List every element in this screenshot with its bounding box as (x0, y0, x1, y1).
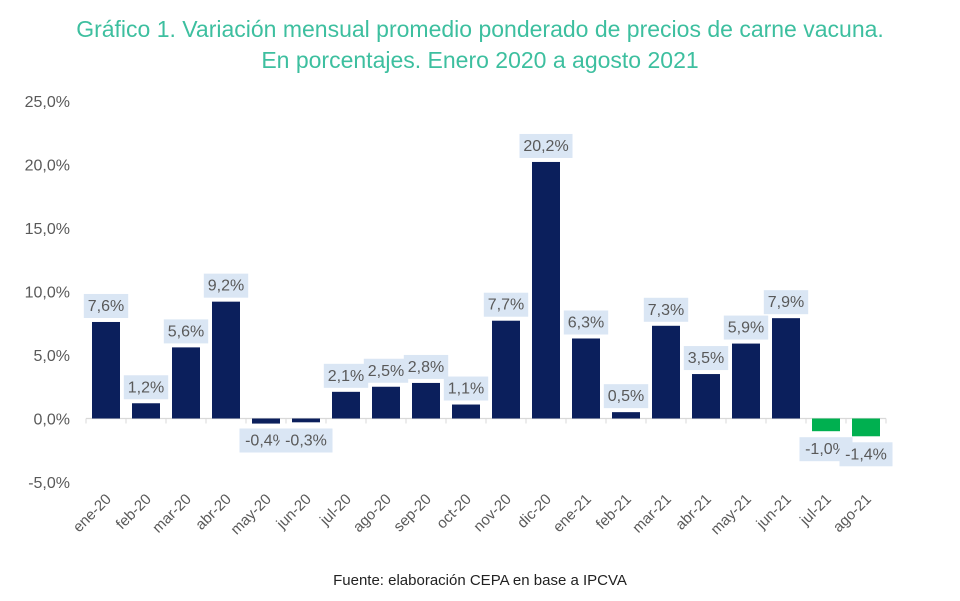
x-tick-label: may-20 (227, 491, 274, 538)
bar (772, 318, 800, 419)
data-label-box (683, 346, 729, 371)
data-label-box (839, 442, 893, 467)
data-label-box (603, 384, 649, 409)
data-label-box (83, 293, 129, 318)
bar (852, 418, 880, 437)
x-tick-label: ago-21 (830, 491, 875, 536)
x-tick-label: ene-20 (70, 491, 115, 536)
data-label: 3,5% (688, 350, 724, 367)
data-label: 7,6% (88, 298, 124, 315)
bar (572, 338, 600, 419)
y-tick-label: -5,0% (28, 475, 70, 492)
data-label: -1,0% (805, 441, 847, 458)
data-label: 0,5% (608, 388, 644, 405)
bar (92, 321, 120, 419)
data-label: 1,1% (448, 381, 484, 398)
data-label-box (123, 375, 169, 400)
y-tick-label: 20,0% (25, 158, 70, 175)
bar (252, 418, 280, 424)
data-label-box (563, 310, 609, 335)
y-tick-label: 0,0% (34, 412, 70, 429)
data-label-box (323, 363, 369, 388)
data-label-box (363, 358, 409, 383)
data-label: 7,3% (648, 302, 684, 319)
data-label: 2,5% (368, 363, 404, 380)
bar (732, 343, 760, 419)
bar (132, 403, 160, 419)
data-label-box (403, 354, 449, 379)
bar (212, 301, 240, 419)
bar (332, 391, 360, 419)
data-label: 5,6% (168, 323, 204, 340)
data-label: 6,3% (568, 314, 604, 331)
bar (612, 412, 640, 419)
x-tick-label: ene-21 (550, 491, 595, 536)
x-tick-label: dic-20 (514, 491, 555, 532)
bar (492, 320, 520, 419)
y-tick-label: 10,0% (25, 285, 70, 302)
data-label: 7,7% (488, 297, 524, 314)
bar (292, 418, 320, 423)
x-tick-label: mar-20 (149, 491, 195, 537)
x-tick-label: may-21 (707, 491, 754, 538)
x-tick-label: jun-20 (273, 491, 315, 533)
bar (412, 382, 440, 419)
data-label-box (483, 292, 529, 317)
chart-subtitle: En porcentajes. Enero 2020 a agosto 2021 (261, 47, 699, 73)
data-label-box (163, 319, 209, 344)
bar (532, 161, 560, 419)
data-label: 1,2% (128, 379, 164, 396)
data-label-box (643, 297, 689, 322)
data-label-box (279, 428, 333, 453)
y-tick-label: 5,0% (34, 348, 70, 365)
x-tick-label: feb-21 (593, 491, 635, 533)
x-tick-label: oct-20 (433, 491, 475, 533)
data-label-box (519, 133, 573, 158)
data-label: 20,2% (523, 138, 568, 155)
bar (372, 386, 400, 419)
chart-source: Fuente: elaboración CEPA en base a IPCVA (333, 572, 627, 589)
data-label: 2,8% (408, 359, 444, 376)
data-label: 2,1% (328, 368, 364, 385)
chart-title: Gráfico 1. Variación mensual promedio po… (76, 16, 884, 42)
bar (812, 418, 840, 432)
bar (172, 347, 200, 419)
data-label: -0,4% (245, 433, 287, 450)
x-tick-label: mar-21 (629, 491, 675, 537)
x-tick-label: feb-20 (113, 491, 155, 533)
x-tick-label: sep-20 (390, 491, 434, 535)
bar (692, 374, 720, 419)
bar (452, 404, 480, 419)
x-tick-label: jun-21 (753, 491, 795, 533)
x-tick-label: nov-20 (470, 491, 514, 535)
bar (652, 325, 680, 419)
data-label-box (203, 273, 249, 298)
data-label: 9,2% (208, 278, 244, 295)
data-label: 7,9% (768, 294, 804, 311)
data-label: -1,4% (845, 446, 887, 463)
y-tick-label: 15,0% (25, 221, 70, 238)
x-tick-label: ago-20 (350, 491, 395, 536)
data-label-box (443, 376, 489, 401)
chart-title-block: Gráfico 1. Variación mensual promedio po… (0, 14, 960, 76)
y-tick-label: 25,0% (25, 94, 70, 111)
data-label: -0,3% (285, 433, 327, 450)
data-label: 5,9% (728, 320, 764, 337)
data-label-box (763, 290, 809, 315)
data-label-box (723, 315, 769, 340)
